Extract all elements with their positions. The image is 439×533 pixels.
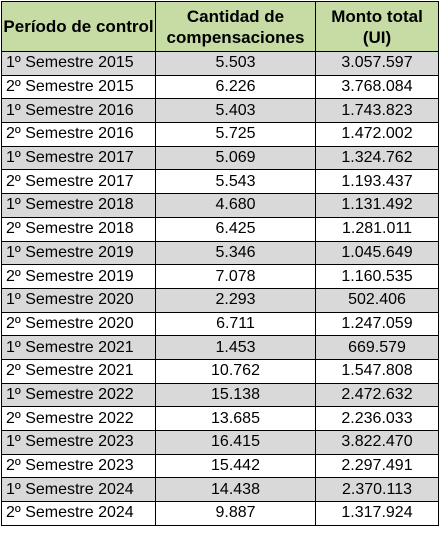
cell-amount: 3.057.597 <box>315 51 439 76</box>
cell-count: 5.069 <box>155 145 316 171</box>
table-row: 1º Semestre 2023 16.415 3.822.470 <box>1 430 439 455</box>
cell-amount: 1.131.492 <box>315 193 439 218</box>
table-row: 1º Semestre 2017 5.069 1.324.762 <box>1 145 439 171</box>
cell-amount: 2.236.033 <box>315 406 439 431</box>
cell-amount: 1.281.011 <box>315 216 439 242</box>
cell-count: 1.453 <box>155 335 316 360</box>
table-row: 1º Semestre 2019 5.346 1.045.649 <box>1 240 439 266</box>
cell-count: 9.887 <box>155 501 316 526</box>
table-row: 1º Semestre 2015 5.503 3.057.597 <box>1 51 439 76</box>
cell-amount: 1.324.762 <box>315 145 439 171</box>
table-row: 2º Semestre 2021 10.762 1.547.808 <box>1 358 439 384</box>
cell-amount: 502.406 <box>315 287 439 313</box>
cell-count: 5.403 <box>155 98 316 124</box>
cell-amount: 1.247.059 <box>315 311 439 337</box>
cell-amount: 2.297.491 <box>315 453 439 479</box>
cell-amount: 1.743.823 <box>315 98 439 124</box>
header-amount: Monto total (UI) <box>315 1 439 52</box>
cell-count: 5.725 <box>155 122 316 147</box>
table-row: 2º Semestre 2018 6.425 1.281.011 <box>1 216 439 242</box>
cell-period: 1º Semestre 2015 <box>1 51 156 76</box>
cell-period: 2º Semestre 2017 <box>1 169 156 195</box>
cell-period: 1º Semestre 2016 <box>1 98 156 124</box>
cell-period: 1º Semestre 2020 <box>1 287 156 313</box>
table-row: 2º Semestre 2020 6.711 1.247.059 <box>1 311 439 337</box>
cell-period: 1º Semestre 2019 <box>1 240 156 266</box>
table-row: 1º Semestre 2021 1.453 669.579 <box>1 335 439 360</box>
cell-period: 1º Semestre 2021 <box>1 335 156 360</box>
cell-period: 1º Semestre 2024 <box>1 477 156 503</box>
cell-amount: 3.822.470 <box>315 430 439 455</box>
cell-count: 14.438 <box>155 477 316 503</box>
cell-period: 2º Semestre 2024 <box>1 501 156 526</box>
cell-period: 2º Semestre 2016 <box>1 122 156 147</box>
cell-count: 6.226 <box>155 74 316 100</box>
cell-amount: 2.370.113 <box>315 477 439 503</box>
cell-count: 6.425 <box>155 216 316 242</box>
table-row: 2º Semestre 2024 9.887 1.317.924 <box>1 501 439 526</box>
cell-period: 2º Semestre 2023 <box>1 453 156 479</box>
cell-count: 16.415 <box>155 430 316 455</box>
cell-period: 1º Semestre 2023 <box>1 430 156 455</box>
cell-period: 2º Semestre 2021 <box>1 358 156 384</box>
cell-count: 5.503 <box>155 51 316 76</box>
cell-amount: 1.547.808 <box>315 358 439 384</box>
table-row: 1º Semestre 2020 2.293 502.406 <box>1 287 439 313</box>
cell-period: 1º Semestre 2018 <box>1 193 156 218</box>
cell-amount: 3.768.084 <box>315 74 439 100</box>
table-row: 1º Semestre 2016 5.403 1.743.823 <box>1 98 439 124</box>
cell-amount: 669.579 <box>315 335 439 360</box>
cell-amount: 2.472.632 <box>315 382 439 408</box>
table-row: 2º Semestre 2016 5.725 1.472.002 <box>1 122 439 147</box>
cell-count: 5.543 <box>155 169 316 195</box>
cell-count: 4.680 <box>155 193 316 218</box>
table-row: 2º Semestre 2017 5.543 1.193.437 <box>1 169 439 195</box>
cell-period: 1º Semestre 2022 <box>1 382 156 408</box>
header-count: Cantidad de compensaciones <box>155 1 316 52</box>
table-body: 1º Semestre 2015 5.503 3.057.597 2º Semestr… <box>1 51 439 526</box>
cell-amount: 1.317.924 <box>315 501 439 526</box>
cell-amount: 1.045.649 <box>315 240 439 266</box>
table-row: 1º Semestre 2024 14.438 2.370.113 <box>1 477 439 503</box>
cell-count: 7.078 <box>155 264 316 289</box>
table-header: Período de control Cantidad de compensac… <box>1 1 439 52</box>
table-row: 2º Semestre 2022 13.685 2.236.033 <box>1 406 439 431</box>
cell-period: 2º Semestre 2022 <box>1 406 156 431</box>
table-row: 1º Semestre 2022 15.138 2.472.632 <box>1 382 439 408</box>
cell-count: 10.762 <box>155 358 316 384</box>
cell-count: 15.442 <box>155 453 316 479</box>
cell-amount: 1.160.535 <box>315 264 439 289</box>
cell-period: 2º Semestre 2018 <box>1 216 156 242</box>
cell-amount: 1.472.002 <box>315 122 439 147</box>
cell-count: 5.346 <box>155 240 316 266</box>
table-row: 1º Semestre 2018 4.680 1.131.492 <box>1 193 439 218</box>
cell-count: 6.711 <box>155 311 316 337</box>
table-row: 2º Semestre 2023 15.442 2.297.491 <box>1 453 439 479</box>
cell-period: 2º Semestre 2015 <box>1 74 156 100</box>
cell-period: 1º Semestre 2017 <box>1 145 156 171</box>
cell-period: 2º Semestre 2020 <box>1 311 156 337</box>
table-row: 2º Semestre 2019 7.078 1.160.535 <box>1 264 439 289</box>
header-period: Período de control <box>1 1 156 52</box>
cell-count: 13.685 <box>155 406 316 431</box>
cell-period: 2º Semestre 2019 <box>1 264 156 289</box>
cell-amount: 1.193.437 <box>315 169 439 195</box>
header-row: Período de control Cantidad de compensac… <box>1 1 439 52</box>
table-row: 2º Semestre 2015 6.226 3.768.084 <box>1 74 439 100</box>
cell-count: 15.138 <box>155 382 316 408</box>
cell-count: 2.293 <box>155 287 316 313</box>
